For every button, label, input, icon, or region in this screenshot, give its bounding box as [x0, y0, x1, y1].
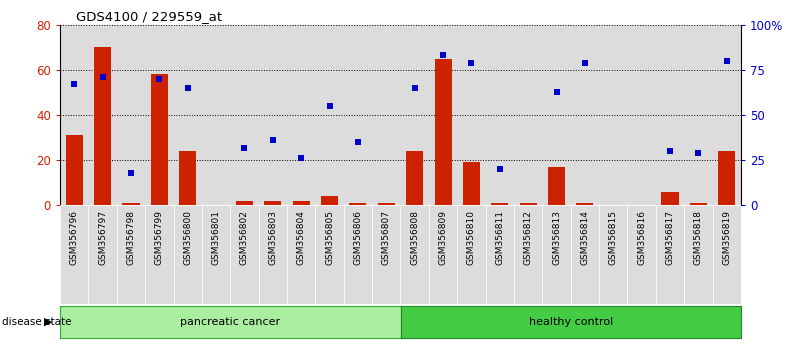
- Text: GSM356818: GSM356818: [694, 210, 702, 265]
- FancyBboxPatch shape: [627, 205, 656, 304]
- Text: GSM356816: GSM356816: [637, 210, 646, 265]
- Text: disease state: disease state: [2, 317, 71, 327]
- FancyBboxPatch shape: [400, 205, 429, 304]
- Bar: [627, 25, 656, 205]
- FancyBboxPatch shape: [514, 205, 542, 304]
- Bar: [259, 25, 287, 205]
- Bar: [95, 47, 111, 205]
- Bar: [372, 25, 400, 205]
- FancyBboxPatch shape: [60, 205, 88, 304]
- FancyBboxPatch shape: [145, 205, 174, 304]
- Text: GSM356817: GSM356817: [666, 210, 674, 265]
- Bar: [231, 25, 259, 205]
- Bar: [690, 203, 706, 205]
- FancyBboxPatch shape: [570, 205, 599, 304]
- Text: ▶: ▶: [43, 317, 52, 327]
- Bar: [60, 25, 88, 205]
- Text: GSM356806: GSM356806: [353, 210, 362, 265]
- Bar: [202, 25, 231, 205]
- FancyBboxPatch shape: [316, 205, 344, 304]
- Bar: [548, 167, 565, 205]
- Text: GSM356801: GSM356801: [211, 210, 220, 265]
- Text: GSM356799: GSM356799: [155, 210, 164, 265]
- Text: GSM356798: GSM356798: [127, 210, 135, 265]
- FancyBboxPatch shape: [656, 205, 684, 304]
- FancyBboxPatch shape: [344, 205, 372, 304]
- FancyBboxPatch shape: [231, 205, 259, 304]
- FancyBboxPatch shape: [542, 205, 570, 304]
- Text: GSM356802: GSM356802: [240, 210, 249, 265]
- Bar: [287, 25, 316, 205]
- Bar: [457, 25, 485, 205]
- Bar: [599, 25, 627, 205]
- Bar: [662, 192, 678, 205]
- Text: GSM356811: GSM356811: [495, 210, 505, 265]
- Text: GSM356813: GSM356813: [552, 210, 561, 265]
- Text: GSM356812: GSM356812: [524, 210, 533, 265]
- Bar: [321, 196, 338, 205]
- FancyBboxPatch shape: [202, 205, 231, 304]
- Bar: [520, 203, 537, 205]
- Text: GSM356807: GSM356807: [382, 210, 391, 265]
- Bar: [485, 25, 514, 205]
- Bar: [429, 25, 457, 205]
- Text: GSM356809: GSM356809: [439, 210, 448, 265]
- Bar: [145, 25, 174, 205]
- FancyBboxPatch shape: [88, 205, 117, 304]
- Bar: [378, 203, 395, 205]
- Text: GSM356803: GSM356803: [268, 210, 277, 265]
- Bar: [514, 25, 542, 205]
- Bar: [577, 203, 594, 205]
- Bar: [66, 135, 83, 205]
- FancyBboxPatch shape: [713, 205, 741, 304]
- FancyBboxPatch shape: [372, 205, 400, 304]
- Bar: [123, 203, 139, 205]
- Bar: [570, 25, 599, 205]
- Text: GSM356815: GSM356815: [609, 210, 618, 265]
- Bar: [179, 151, 196, 205]
- FancyBboxPatch shape: [684, 205, 713, 304]
- FancyBboxPatch shape: [259, 205, 287, 304]
- Bar: [400, 25, 429, 205]
- Bar: [236, 201, 253, 205]
- FancyBboxPatch shape: [485, 205, 514, 304]
- FancyBboxPatch shape: [117, 205, 145, 304]
- Text: healthy control: healthy control: [529, 317, 613, 327]
- Bar: [718, 151, 735, 205]
- Bar: [344, 25, 372, 205]
- Bar: [491, 203, 509, 205]
- Text: GSM356819: GSM356819: [723, 210, 731, 265]
- Bar: [117, 25, 145, 205]
- Bar: [174, 25, 202, 205]
- Bar: [684, 25, 713, 205]
- Bar: [151, 74, 168, 205]
- Text: GSM356800: GSM356800: [183, 210, 192, 265]
- Bar: [463, 162, 480, 205]
- Bar: [406, 151, 423, 205]
- Bar: [656, 25, 684, 205]
- FancyBboxPatch shape: [287, 205, 316, 304]
- Bar: [434, 59, 452, 205]
- Bar: [713, 25, 741, 205]
- FancyBboxPatch shape: [174, 205, 202, 304]
- FancyBboxPatch shape: [457, 205, 485, 304]
- FancyBboxPatch shape: [599, 205, 627, 304]
- Text: GSM356808: GSM356808: [410, 210, 419, 265]
- Text: GSM356810: GSM356810: [467, 210, 476, 265]
- Bar: [316, 25, 344, 205]
- Bar: [264, 201, 281, 205]
- Bar: [88, 25, 117, 205]
- Bar: [349, 203, 366, 205]
- Text: pancreatic cancer: pancreatic cancer: [180, 317, 280, 327]
- Text: GSM356804: GSM356804: [296, 210, 306, 265]
- Text: GSM356796: GSM356796: [70, 210, 78, 265]
- Text: GDS4100 / 229559_at: GDS4100 / 229559_at: [76, 10, 222, 23]
- FancyBboxPatch shape: [429, 205, 457, 304]
- Bar: [292, 201, 310, 205]
- Text: GSM356814: GSM356814: [581, 210, 590, 265]
- Text: GSM356797: GSM356797: [99, 210, 107, 265]
- Bar: [542, 25, 570, 205]
- Text: GSM356805: GSM356805: [325, 210, 334, 265]
